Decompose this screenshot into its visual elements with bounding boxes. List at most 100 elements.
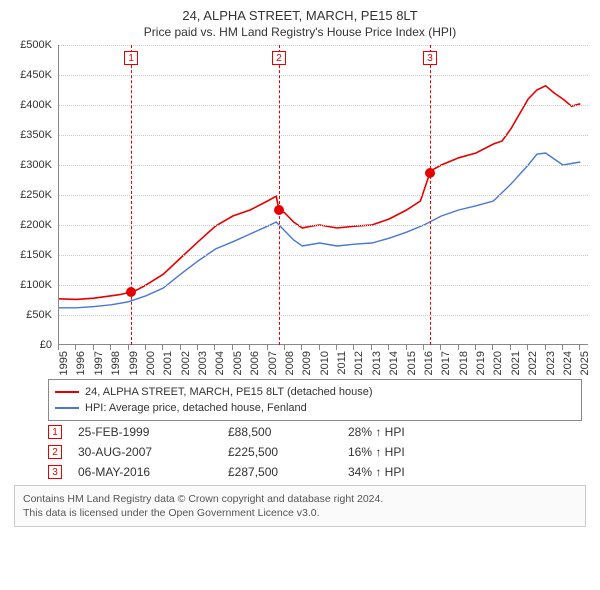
- gridline: [59, 255, 588, 256]
- x-tick: [232, 345, 233, 350]
- event-date: 25-FEB-1999: [78, 425, 228, 439]
- event-marker-line: [279, 45, 280, 345]
- y-tick-label: £450K: [20, 69, 52, 81]
- x-tick-label: 2015: [406, 351, 418, 375]
- event-delta: 34% ↑ HPI: [348, 465, 468, 479]
- x-tick-label: 2025: [579, 351, 591, 375]
- x-tick: [128, 345, 129, 350]
- x-tick: [58, 345, 59, 350]
- event-date: 30-AUG-2007: [78, 445, 228, 459]
- x-tick-label: 2001: [162, 351, 174, 375]
- plot-area: 123: [58, 45, 588, 345]
- x-tick-label: 2004: [214, 351, 226, 375]
- gridline: [59, 105, 588, 106]
- x-tick-label: 2010: [319, 351, 331, 375]
- x-tick: [249, 345, 250, 350]
- x-tick: [353, 345, 354, 350]
- x-tick: [406, 345, 407, 350]
- x-tick: [336, 345, 337, 350]
- legend-swatch: [55, 391, 79, 393]
- x-tick: [562, 345, 563, 350]
- y-tick-label: £250K: [20, 189, 52, 201]
- event-marker-dot: [425, 168, 435, 178]
- x-tick-label: 2020: [492, 351, 504, 375]
- x-tick-label: 2000: [145, 351, 157, 375]
- x-tick-label: 2021: [510, 351, 522, 375]
- event-marker-dot: [126, 287, 136, 297]
- x-tick-label: 2002: [180, 351, 192, 375]
- event-marker-dot: [274, 205, 284, 215]
- event-marker-box: 3: [423, 51, 437, 65]
- x-axis: 1995199619971998199920002001200220032004…: [58, 347, 588, 375]
- event-date: 06-MAY-2016: [78, 465, 228, 479]
- x-tick: [180, 345, 181, 350]
- x-tick-label: 2007: [267, 351, 279, 375]
- x-tick: [162, 345, 163, 350]
- footer-line-2: This data is licensed under the Open Gov…: [23, 506, 577, 520]
- gridline: [59, 135, 588, 136]
- x-tick-label: 1999: [128, 351, 140, 375]
- gridline: [59, 285, 588, 286]
- x-tick: [475, 345, 476, 350]
- x-tick: [319, 345, 320, 350]
- x-tick-label: 2005: [232, 351, 244, 375]
- x-tick: [214, 345, 215, 350]
- event-delta: 28% ↑ HPI: [348, 425, 468, 439]
- x-tick-label: 1996: [75, 351, 87, 375]
- event-price: £88,500: [228, 425, 348, 439]
- y-tick-label: £100K: [20, 279, 52, 291]
- x-tick: [579, 345, 580, 350]
- x-tick: [75, 345, 76, 350]
- x-tick-label: 2006: [249, 351, 261, 375]
- y-tick-label: £500K: [20, 39, 52, 51]
- event-marker-box: 2: [272, 51, 286, 65]
- x-tick-label: 1995: [58, 351, 70, 375]
- x-tick: [93, 345, 94, 350]
- event-marker-line: [430, 45, 431, 345]
- events-table: 1 25-FEB-1999£88,50028% ↑ HPI 2 30-AUG-2007…: [48, 425, 582, 479]
- x-tick-label: 2016: [423, 351, 435, 375]
- chart-container: 24, ALPHA STREET, MARCH, PE15 8LT Price …: [0, 0, 600, 590]
- footer-line-1: Contains HM Land Registry data © Crown c…: [23, 492, 577, 506]
- x-tick: [284, 345, 285, 350]
- chart-subtitle: Price paid vs. HM Land Registry's House …: [0, 23, 600, 45]
- event-number-box: 2: [48, 445, 62, 459]
- x-tick-label: 2024: [562, 351, 574, 375]
- legend-row: HPI: Average price, detached house, Fenl…: [55, 400, 575, 416]
- gridline: [59, 195, 588, 196]
- y-tick-label: £0: [40, 339, 52, 351]
- footer: Contains HM Land Registry data © Crown c…: [14, 485, 586, 527]
- x-tick-label: 2008: [284, 351, 296, 375]
- x-tick: [145, 345, 146, 350]
- y-tick-label: £300K: [20, 159, 52, 171]
- y-tick-label: £200K: [20, 219, 52, 231]
- x-tick: [545, 345, 546, 350]
- gridline: [59, 225, 588, 226]
- x-tick: [267, 345, 268, 350]
- x-tick: [458, 345, 459, 350]
- x-tick-label: 1998: [110, 351, 122, 375]
- legend: 24, ALPHA STREET, MARCH, PE15 8LT (detac…: [48, 379, 582, 421]
- x-tick-label: 2022: [527, 351, 539, 375]
- gridline: [59, 165, 588, 166]
- x-tick: [301, 345, 302, 350]
- x-tick-label: 2023: [545, 351, 557, 375]
- x-tick: [197, 345, 198, 350]
- x-tick: [492, 345, 493, 350]
- x-tick-label: 2009: [301, 351, 313, 375]
- chart-title: 24, ALPHA STREET, MARCH, PE15 8LT: [0, 0, 600, 23]
- event-marker-line: [131, 45, 132, 345]
- gridline: [59, 75, 588, 76]
- x-tick: [388, 345, 389, 350]
- x-tick: [371, 345, 372, 350]
- event-number-box: 1: [48, 425, 62, 439]
- legend-swatch: [55, 407, 79, 409]
- x-tick-label: 1997: [93, 351, 105, 375]
- x-tick-label: 2019: [475, 351, 487, 375]
- y-tick-label: £50K: [26, 309, 52, 321]
- y-axis: £0£50K£100K£150K£200K£250K£300K£350K£400…: [10, 45, 56, 345]
- x-tick-label: 2018: [458, 351, 470, 375]
- event-delta: 16% ↑ HPI: [348, 445, 468, 459]
- x-tick: [110, 345, 111, 350]
- gridline: [59, 45, 588, 46]
